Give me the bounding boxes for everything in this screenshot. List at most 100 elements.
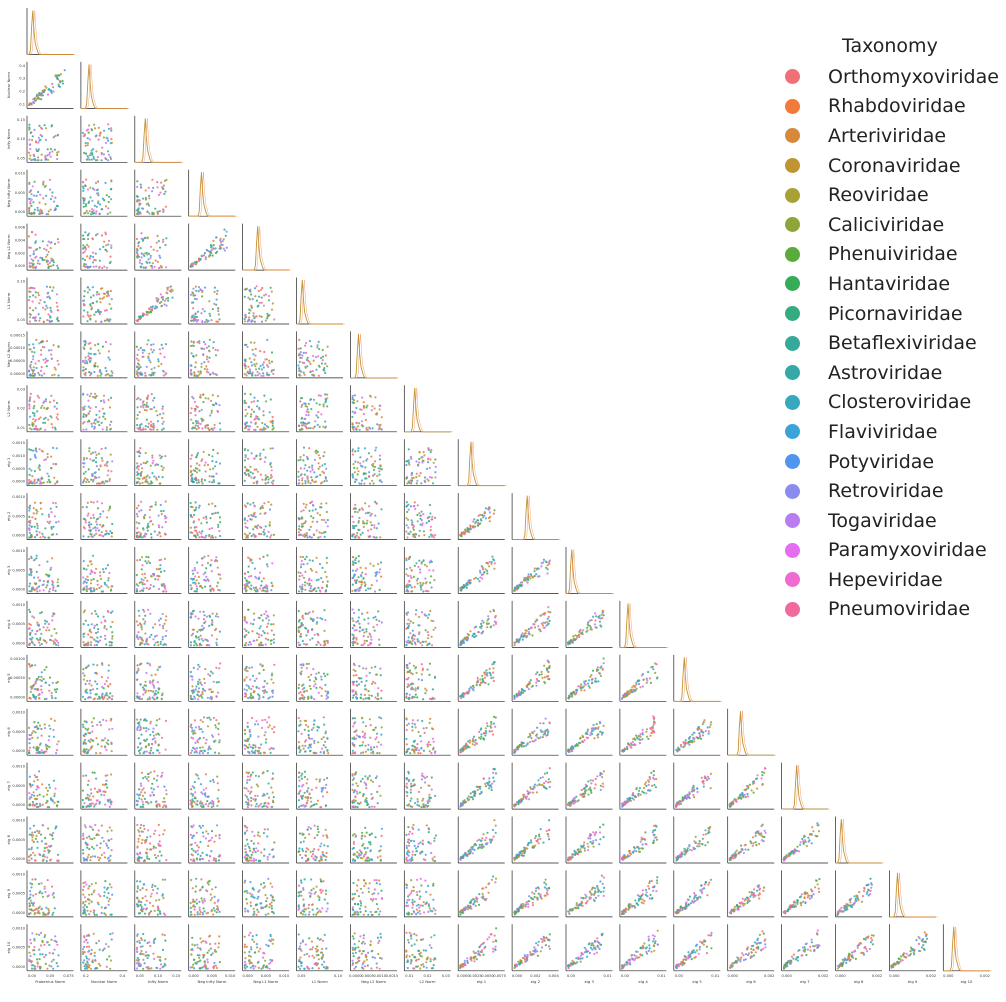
data-point (143, 403, 146, 406)
panel-l1-norm-vs-infty-norm (134, 277, 182, 325)
data-point (422, 451, 425, 454)
data-point (214, 536, 217, 539)
data-point (308, 509, 311, 512)
data-point (50, 259, 53, 262)
data-point (489, 610, 492, 613)
data-point (107, 398, 110, 401)
data-point (192, 355, 195, 358)
data-point (253, 363, 256, 366)
data-point (31, 629, 34, 632)
data-point (321, 618, 324, 621)
data-point (266, 371, 269, 374)
data-point (104, 567, 108, 570)
data-point (104, 447, 107, 450)
data-point (310, 515, 313, 518)
data-point (87, 564, 90, 567)
data-point (200, 480, 203, 483)
data-point (90, 372, 93, 375)
data-point (416, 582, 419, 585)
data-point (206, 639, 209, 643)
data-point (135, 507, 139, 510)
data-point (267, 478, 270, 481)
panel-eig-2-vs-infty-norm (134, 493, 182, 540)
data-point (56, 413, 59, 416)
data-point (29, 189, 32, 193)
data-point (82, 588, 85, 591)
data-point (319, 590, 322, 593)
data-point (247, 608, 250, 611)
data-point (351, 563, 354, 566)
data-point (407, 459, 410, 462)
data-point (98, 476, 101, 479)
data-point (37, 136, 41, 139)
data-point (423, 534, 426, 537)
data-point (271, 584, 274, 587)
data-point (484, 517, 487, 520)
data-point (361, 612, 364, 615)
data-point (150, 368, 153, 371)
data-point (572, 635, 575, 638)
data-point (137, 244, 140, 248)
data-point (352, 476, 355, 479)
data-point (253, 358, 256, 361)
data-point (406, 510, 409, 514)
data-point (82, 458, 86, 461)
data-point (140, 626, 143, 629)
data-point (160, 465, 163, 468)
y-axis-label: eig 4 (6, 619, 11, 629)
data-point (195, 354, 198, 357)
data-point (56, 238, 60, 241)
data-point (427, 447, 430, 450)
data-point (109, 188, 113, 191)
data-point (102, 245, 105, 248)
data-point (252, 501, 255, 504)
data-point (378, 588, 381, 592)
data-point (28, 509, 31, 512)
data-point (140, 628, 143, 631)
data-point (136, 373, 139, 376)
data-point (160, 510, 163, 513)
data-point (106, 460, 109, 464)
data-point (245, 343, 248, 346)
data-point (38, 302, 41, 305)
data-point (45, 194, 48, 197)
data-point (33, 482, 37, 485)
data-point (33, 180, 36, 183)
data-point (49, 198, 53, 201)
data-point (36, 394, 39, 397)
data-point (407, 636, 410, 639)
data-point (82, 315, 85, 318)
data-point (154, 641, 157, 644)
data-point (88, 526, 91, 529)
data-point (319, 513, 322, 517)
data-point (29, 504, 32, 507)
data-point (163, 585, 166, 588)
data-point (256, 399, 259, 403)
data-point (266, 312, 269, 315)
data-point (211, 481, 214, 484)
data-point (309, 587, 312, 590)
data-point (222, 238, 225, 241)
data-point (418, 457, 421, 461)
data-point (36, 206, 39, 209)
data-point (82, 535, 85, 538)
data-point (82, 560, 85, 563)
data-point (208, 428, 211, 431)
data-point (46, 158, 50, 161)
data-point (300, 370, 303, 373)
data-point (254, 575, 257, 578)
data-point (28, 316, 32, 319)
panel-eig-3-vs-l1-norm (296, 547, 343, 594)
data-point (269, 476, 272, 480)
data-point (48, 261, 52, 264)
data-point (424, 629, 427, 632)
data-point (56, 578, 60, 581)
data-point (151, 262, 154, 265)
data-point (145, 266, 148, 269)
data-point (32, 366, 35, 369)
data-point (156, 260, 159, 263)
data-point (93, 624, 96, 627)
data-point (55, 688, 59, 691)
data-point (264, 319, 267, 322)
